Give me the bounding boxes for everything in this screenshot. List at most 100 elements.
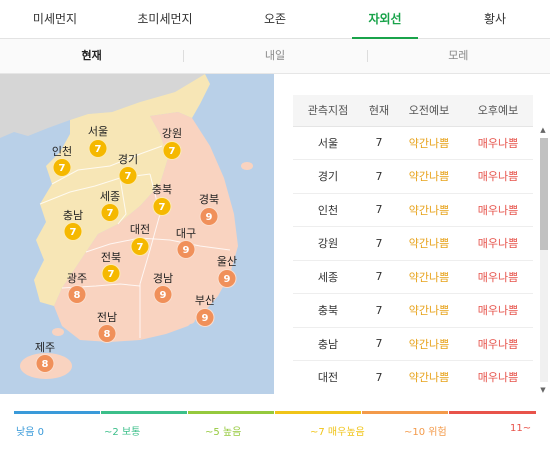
cell-site: 세종 [293,260,363,294]
cell-now: 7 [363,159,395,194]
region-label-gyeongnam: 경남 [152,272,174,285]
legend-label-extreme: 11~ [510,423,532,434]
header-now: 현재 [363,95,395,127]
region-label-daegu: 대구 [175,227,197,240]
region-label-ulsan: 울산 [216,255,238,268]
region-label-gwangju: 광주 [66,272,88,285]
table-scrollbar[interactable]: ▲ ▼ [538,126,548,394]
cell-site: 대전 [293,360,363,394]
table-row: 인천 7 약간나쁨 매우나쁨 [293,193,533,227]
region-badge-busan[interactable]: 9 [195,308,215,327]
region-label-jeju: 제주 [34,341,56,354]
table-header-row: 관측지점 현재 오전예보 오후예보 [293,95,533,127]
region-label-gyeongbuk: 경북 [198,193,220,206]
uv-legend: 낮음 0 ~2 보통 ~5 높음 ~7 매우높음 ~10 위험 11~ [14,404,536,444]
table-row: 경기 7 약간나쁨 매우나쁨 [293,159,533,194]
cell-site: 충남 [293,327,363,361]
region-badge-jeju[interactable]: 8 [35,354,55,373]
uv-forecast-panel: 관측지점 현재 오전예보 오후예보 서울 7 약간나쁨 매우나쁨 경기 7 약간… [274,74,550,394]
region-badge-seoul[interactable]: 7 [88,139,108,158]
region-badge-chungnam[interactable]: 7 [63,222,83,241]
region-badge-incheon[interactable]: 7 [52,158,72,177]
cell-am: 약간나쁨 [395,260,463,294]
legend-bar-normal [101,411,187,414]
legend-label-low: 낮음 0 [16,427,44,438]
region-badge-jeonbuk[interactable]: 7 [101,264,121,283]
scroll-thumb[interactable] [540,138,548,250]
legend-bar-danger [362,411,448,414]
table-row: 서울 7 약간나쁨 매우나쁨 [293,126,533,160]
scroll-track[interactable] [540,138,548,382]
tab-ultrafine-dust[interactable]: 초미세먼지 [137,12,193,26]
region-badge-daegu[interactable]: 9 [176,240,196,259]
region-badge-gyeongbuk[interactable]: 9 [199,207,219,226]
cell-pm: 매우나쁨 [463,327,533,361]
region-label-chungnam: 충남 [62,209,84,222]
region-badge-sejong[interactable]: 7 [100,203,120,222]
tab-today[interactable]: 현재 [81,49,102,62]
legend-bar-very-high [275,411,361,414]
cell-pm: 매우나쁨 [463,226,533,261]
legend-label-danger: ~10 위험 [404,427,447,438]
legend-label-high: ~5 높음 [205,427,242,438]
region-label-gangwon: 강원 [161,127,183,140]
cell-pm: 매우나쁨 [463,260,533,294]
cell-now: 7 [363,293,395,328]
region-badge-chungbuk[interactable]: 7 [152,197,172,216]
table-row: 세종 7 약간나쁨 매우나쁨 [293,260,533,294]
header-site: 관측지점 [293,95,363,127]
cell-am: 약간나쁨 [395,126,463,160]
cell-am: 약간나쁨 [395,193,463,227]
cell-site: 서울 [293,126,363,160]
cell-now: 7 [363,126,395,160]
scroll-down-arrow-icon[interactable]: ▼ [540,386,546,394]
cell-now: 7 [363,360,395,394]
region-label-daejeon: 대전 [129,223,151,236]
cell-site: 강원 [293,226,363,261]
region-badge-gyeonggi[interactable]: 7 [118,166,138,185]
legend-label-normal: ~2 보통 [104,427,141,438]
cell-pm: 매우나쁨 [463,193,533,227]
cell-am: 약간나쁨 [395,159,463,194]
region-label-sejong: 세종 [99,190,121,203]
header-pm-forecast: 오후예보 [463,95,533,127]
tab-fine-dust[interactable]: 미세먼지 [32,12,78,26]
legend-bar-extreme [449,411,536,414]
category-tabs: 미세먼지 초미세먼지 오존 자외선 황사 [0,0,550,39]
cell-pm: 매우나쁨 [463,360,533,394]
region-label-jeonbuk: 전북 [100,251,122,264]
cell-site: 인천 [293,193,363,227]
tab-yellow-dust[interactable]: 황사 [483,12,507,26]
region-label-jeonnam: 전남 [96,311,118,324]
table-row: 강원 7 약간나쁨 매우나쁨 [293,226,533,261]
region-badge-gyeongnam[interactable]: 9 [153,285,173,304]
cell-pm: 매우나쁨 [463,293,533,328]
header-am-forecast: 오전예보 [395,95,463,127]
table-row: 충남 7 약간나쁨 매우나쁨 [293,327,533,361]
cell-site: 충북 [293,293,363,328]
tab-day-after-tomorrow[interactable]: 모레 [366,39,550,73]
region-badge-gwangju[interactable]: 8 [67,285,87,304]
legend-bar-high [188,411,274,414]
region-badge-jeonnam[interactable]: 8 [97,324,117,343]
cell-am: 약간나쁨 [395,360,463,394]
day-tabs: 현재 내일 모레 [0,39,550,74]
cell-now: 7 [363,193,395,227]
cell-now: 7 [363,226,395,261]
cell-pm: 매우나쁨 [463,159,533,194]
tab-ozone[interactable]: 오존 [263,12,287,26]
region-badge-gangwon[interactable]: 7 [162,141,182,160]
tab-uv[interactable]: 자외선 [330,0,440,39]
tab-tomorrow[interactable]: 내일 [183,39,366,73]
cell-now: 7 [363,260,395,294]
scroll-up-arrow-icon[interactable]: ▲ [540,126,546,134]
cell-am: 약간나쁨 [395,226,463,261]
table-row: 대전 7 약간나쁨 매우나쁨 [293,360,533,394]
region-badge-ulsan[interactable]: 9 [217,269,237,288]
uv-map: 서울 7 인천 7 경기 7 강원 7 세종 7 충북 7 충남 7 경북 9 … [0,74,274,394]
cell-site: 경기 [293,159,363,194]
cell-now: 7 [363,327,395,361]
region-badge-daejeon[interactable]: 7 [130,237,150,256]
region-label-chungbuk: 충북 [151,183,173,196]
region-label-gyeonggi: 경기 [117,153,139,166]
